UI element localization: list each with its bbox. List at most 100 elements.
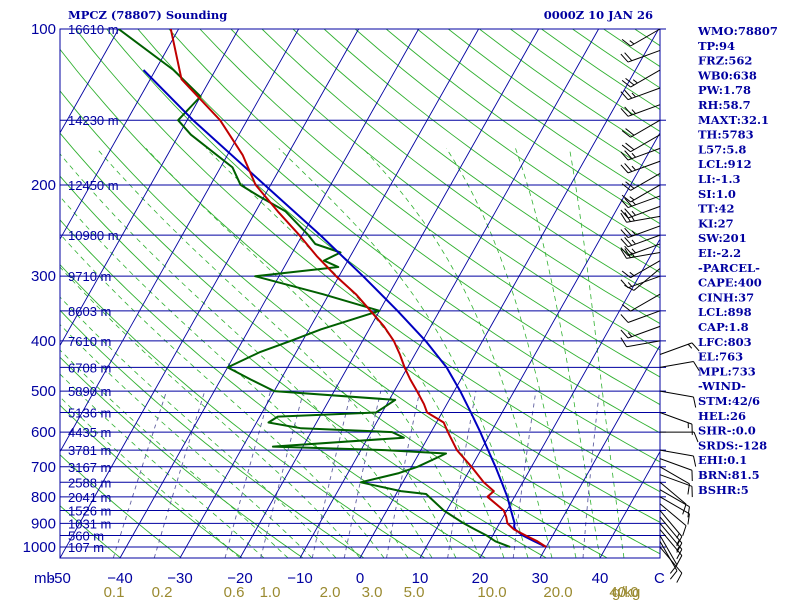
temperature-tick-label: −20 <box>227 570 252 587</box>
wind-barb <box>621 293 661 312</box>
wind-barb <box>659 474 693 498</box>
wind-barb <box>621 119 661 138</box>
dry-adiabat-line <box>292 29 660 299</box>
index-item: LCL:898 <box>698 305 752 319</box>
index-item: EL:763 <box>698 350 743 364</box>
moist-adiabat-line <box>205 148 505 558</box>
moist-adiabat-line <box>96 148 457 558</box>
wind-barb <box>659 466 690 495</box>
index-item: WMO:78807 <box>697 24 778 38</box>
index-item: -PARCEL- <box>698 261 760 275</box>
temperature-tick-label: 0 <box>356 570 364 587</box>
wind-barb <box>621 69 661 88</box>
pressure-tick-label: 800 <box>31 489 56 506</box>
mixing-ratio-label: 20.0 <box>543 584 572 600</box>
dry-adiabat-line <box>60 404 243 558</box>
index-item: LFC:803 <box>698 335 752 349</box>
index-item: EHI:0.1 <box>698 453 747 467</box>
wind-barb <box>620 195 661 209</box>
index-item: SI:1.0 <box>698 187 736 201</box>
moist-adiabat-line <box>515 148 601 558</box>
mixing-ratio-label: 2.0 <box>320 584 341 600</box>
mixing-ratio-unit: g/kg <box>612 584 640 600</box>
dry-adiabat-line <box>168 29 660 406</box>
wind-barb <box>659 412 693 435</box>
moist-adiabat-line <box>60 153 433 558</box>
dry-adiabat-line <box>230 29 660 351</box>
dewpoint-profile <box>118 29 511 548</box>
index-item: CAPE:400 <box>698 276 762 290</box>
wind-barb <box>659 449 697 467</box>
index-item: CAP:1.8 <box>698 320 749 334</box>
wind-barb <box>620 310 661 323</box>
wind-barb <box>624 268 661 291</box>
dry-adiabat-line <box>354 29 660 249</box>
wind-barb <box>620 104 661 117</box>
pressure-tick-label: 600 <box>31 424 56 441</box>
valid-time: 0000Z 10 JAN 26 <box>544 8 653 22</box>
moist-adiabat-line <box>60 266 361 558</box>
dry-adiabat-line <box>60 505 121 558</box>
wind-barb <box>621 172 661 191</box>
index-item: TT:42 <box>698 202 735 216</box>
height-label: 5890 m <box>68 384 111 399</box>
mixing-ratio-label: 40.0 <box>609 584 638 600</box>
index-item: KI:27 <box>698 216 734 230</box>
wind-barb <box>620 337 661 348</box>
mixing-ratio-line <box>386 391 421 558</box>
mixing-ratio-line <box>153 390 206 558</box>
mixing-ratio-label: 5.0 <box>404 584 425 600</box>
moist-adiabat-line <box>278 148 529 558</box>
isotherm-line <box>60 29 359 558</box>
wind-barb <box>659 458 693 482</box>
index-item: BSHR:5 <box>698 483 749 497</box>
wind-barb <box>659 503 687 536</box>
background-grid <box>0 28 666 559</box>
temperature-tick-label: 10 <box>412 570 429 587</box>
pressure-tick-label: 300 <box>31 268 56 285</box>
index-item: HEL:26 <box>698 409 746 423</box>
height-label: 12450 m <box>68 178 119 193</box>
pressure-tick-label: 100 <box>31 21 56 38</box>
isotherm-line <box>60 29 119 134</box>
pressure-tick-label: 400 <box>31 333 56 350</box>
height-label: 1031 m <box>68 516 111 531</box>
isotherm-line <box>299 29 599 558</box>
pressure-tick-label: 200 <box>31 177 56 194</box>
index-item: SRDS:-128 <box>698 438 767 452</box>
height-label: 3781 m <box>68 443 111 458</box>
height-label: 6708 m <box>68 360 111 375</box>
temperature-profile <box>169 29 547 548</box>
height-label: 16610 m <box>68 22 119 37</box>
wind-barb <box>659 481 687 515</box>
index-item: PW:1.78 <box>698 83 751 97</box>
wind-barb <box>659 489 690 518</box>
wind-barb <box>620 49 661 63</box>
mixing-ratio-label: 0.6 <box>224 584 245 600</box>
height-label: 7610 m <box>68 334 111 349</box>
index-item: WB0:638 <box>697 68 757 82</box>
temperature-tick-label: −30 <box>167 570 192 587</box>
wind-barb <box>620 234 661 248</box>
dry-adiabat-line <box>0 29 60 558</box>
height-label: 2588 m <box>68 475 111 490</box>
height-label: 10980 m <box>68 228 119 243</box>
wind-barb <box>659 522 683 560</box>
wind-barb <box>660 431 699 443</box>
index-item: RH:58.7 <box>698 98 751 112</box>
moist-adiabat-line <box>569 148 625 558</box>
plot-frame <box>59 28 661 559</box>
mixing-ratio-line <box>512 391 537 558</box>
index-item: TP:94 <box>698 39 735 53</box>
isotherm-line <box>539 344 660 558</box>
wind-barb <box>659 360 700 371</box>
dry-adiabat-line <box>106 29 660 463</box>
mixing-ratio-label: 1.0 <box>260 584 281 600</box>
wind-barb <box>621 260 661 279</box>
isotherm-line <box>0 29 59 558</box>
dry-adiabat-line <box>60 132 608 558</box>
dry-adiabat-line <box>75 29 660 493</box>
dry-adiabat-line <box>60 309 365 558</box>
isotherm-line <box>119 29 419 558</box>
pressure-tick-label: 500 <box>31 383 56 400</box>
